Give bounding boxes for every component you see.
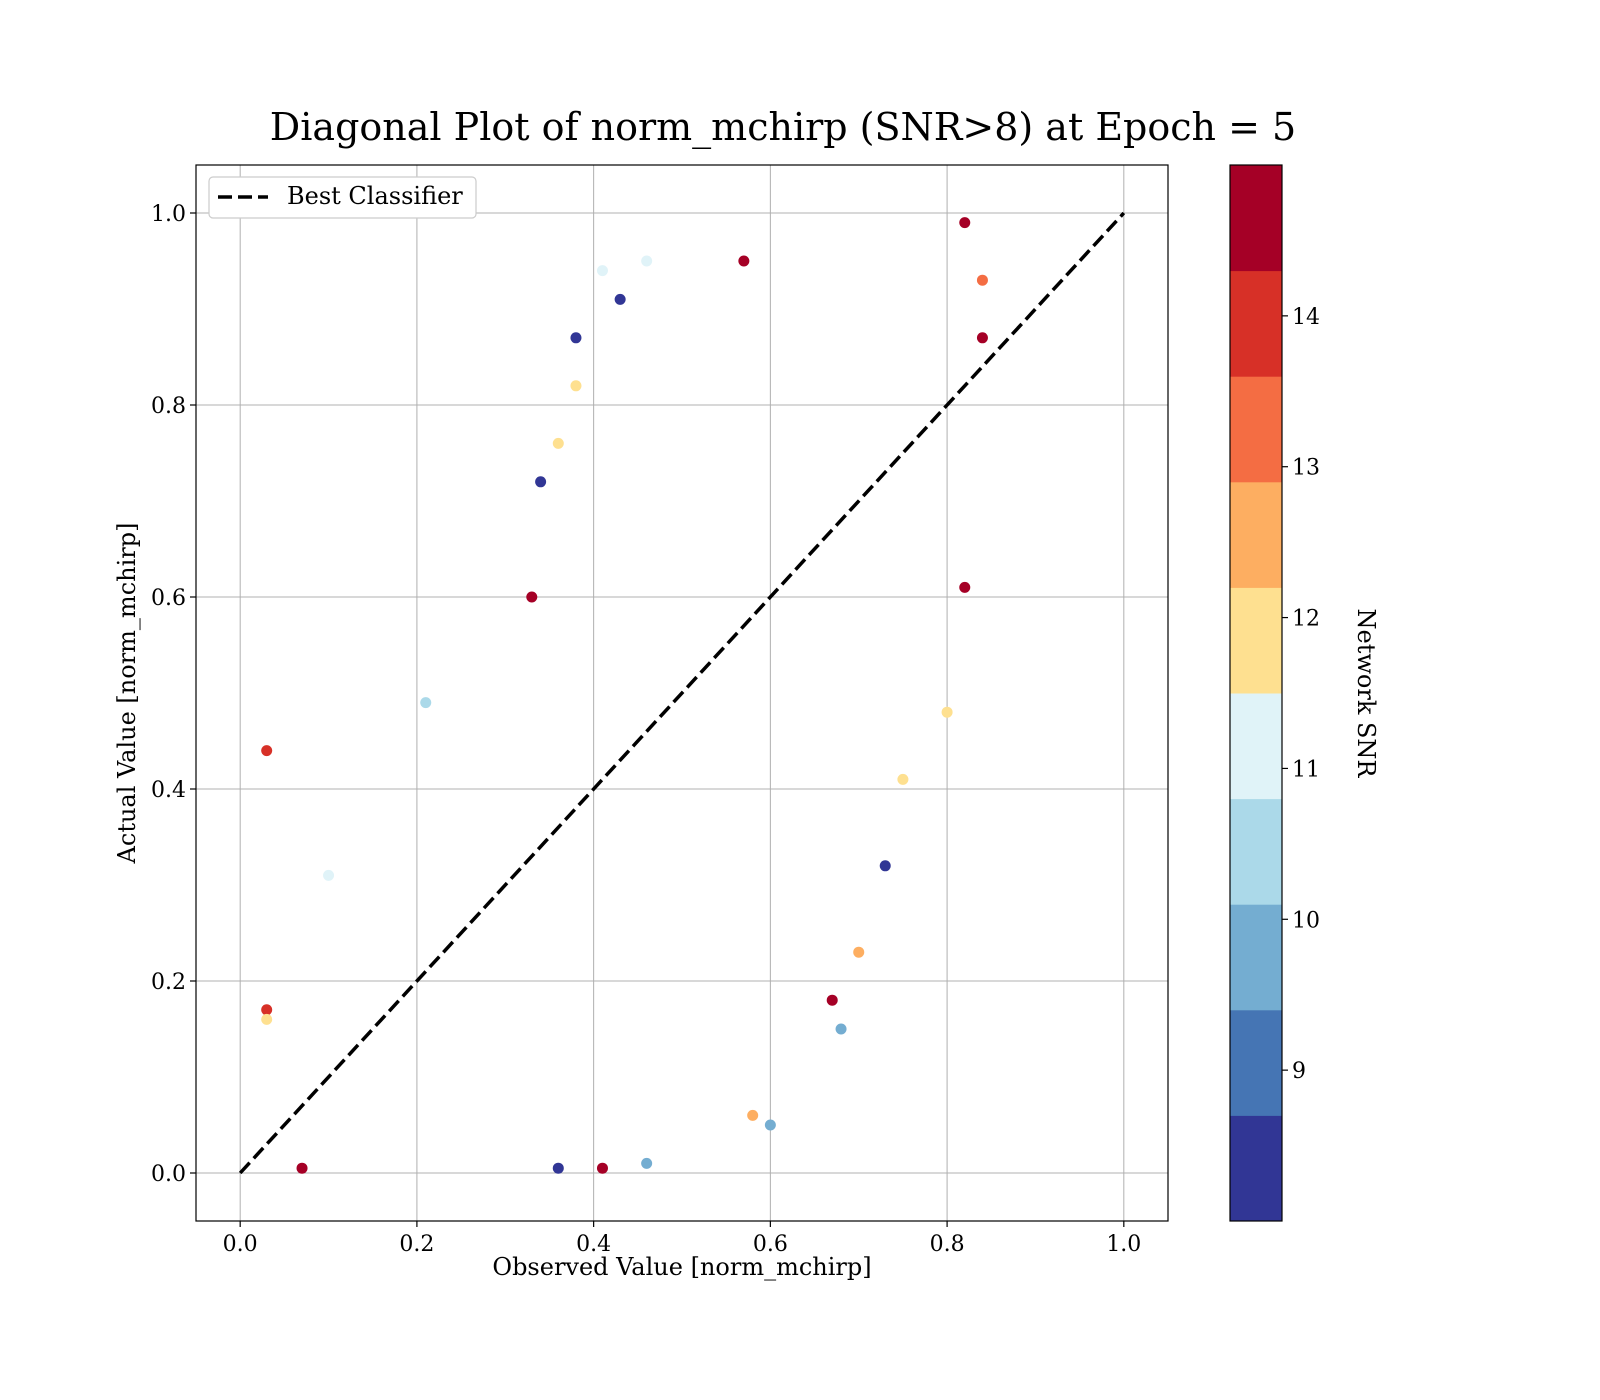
- colorbar-bin: [1230, 587, 1282, 694]
- legend-label: Best Classifier: [287, 182, 463, 210]
- scatter-point: [526, 591, 538, 603]
- scatter-point: [570, 332, 582, 344]
- colorbar-label: Network SNR: [1352, 609, 1380, 779]
- colorbar-tick-label: 13: [1292, 456, 1320, 481]
- colorbar-frame: [1229, 164, 1283, 1222]
- scatter-point: [976, 332, 988, 344]
- y-axis-label: Actual Value [norm_mchirp]: [113, 523, 141, 865]
- y-tick-label: 0.0: [151, 1162, 186, 1187]
- x-axis-label: Observed Value [norm_mchirp]: [492, 1253, 871, 1281]
- scatter-point: [941, 706, 953, 718]
- colorbar-bin: [1230, 1115, 1282, 1222]
- scatter-point: [261, 745, 273, 757]
- scatter-point: [976, 274, 988, 286]
- scatter-point: [747, 1109, 759, 1121]
- colorbar: 9 10 11 12 13 14 Network SNR: [1229, 164, 1380, 1222]
- y-tick-label: 0.2: [151, 970, 186, 995]
- x-tick-label: 0.2: [399, 1232, 434, 1257]
- colorbar-bin: [1230, 904, 1282, 1011]
- y-tick-label: 0.4: [151, 778, 186, 803]
- scatter-point: [261, 1004, 273, 1016]
- y-tick-label: 0.8: [151, 394, 186, 419]
- scatter-point: [596, 1162, 608, 1174]
- scatter-point: [641, 255, 653, 267]
- scatter-point: [764, 1119, 776, 1131]
- x-tick-label: 0.4: [576, 1232, 611, 1257]
- colorbar-bin: [1230, 693, 1282, 800]
- chart-title: Diagonal Plot of norm_mchirp (SNR>8) at …: [270, 105, 1296, 150]
- scatter-point: [420, 697, 432, 709]
- scatter-point: [323, 869, 335, 881]
- x-tick-label: 0.0: [223, 1232, 258, 1257]
- plot-area: 0.0 0.2 0.4 0.6 0.8 1.0 0.0 0.2 0.4 0.6 0.8 1.0: [151, 164, 1169, 1257]
- colorbar-tick-label: 10: [1292, 908, 1320, 933]
- x-axis-ticks: 0.0 0.2 0.4 0.6 0.8 1.0: [223, 1221, 1141, 1257]
- colorbar-tick-label: 14: [1292, 305, 1320, 330]
- scatter-point: [535, 476, 547, 488]
- scatter-point: [552, 1162, 564, 1174]
- colorbar-bin: [1230, 798, 1282, 905]
- scatter-point: [261, 1013, 273, 1025]
- scatter-point: [596, 265, 608, 277]
- scatter-point: [959, 581, 971, 593]
- grid: [196, 165, 1168, 1221]
- colorbar-bin: [1230, 165, 1282, 272]
- legend: Best Classifier: [208, 176, 477, 219]
- colorbar-tick-label: 12: [1292, 607, 1320, 632]
- plot-frame: [195, 164, 1169, 1222]
- colorbar-tick-label: 11: [1292, 757, 1320, 782]
- x-tick-label: 1.0: [1106, 1232, 1141, 1257]
- colorbar-ticks: 9 10 11 12 13 14: [1282, 305, 1320, 1084]
- scatter-point: [296, 1162, 308, 1174]
- colorbar-bin: [1230, 376, 1282, 483]
- scatter-point: [826, 994, 838, 1006]
- legend-box: [208, 176, 477, 219]
- scatter-point: [835, 1023, 847, 1035]
- best-classifier-line: [238, 211, 1126, 1175]
- colorbar-bin: [1230, 1009, 1282, 1116]
- scatter-point: [853, 946, 865, 958]
- y-axis-ticks: 0.0 0.2 0.4 0.6 0.8 1.0: [151, 202, 196, 1187]
- colorbar-bin: [1230, 270, 1282, 377]
- scatter-point: [552, 437, 564, 449]
- scatter-point: [614, 293, 626, 305]
- y-tick-label: 0.6: [151, 586, 186, 611]
- colorbar-tick-label: 9: [1292, 1059, 1306, 1084]
- scatter-points: [261, 217, 988, 1174]
- colorbar-bin: [1230, 481, 1282, 588]
- y-tick-label: 1.0: [151, 202, 186, 227]
- scatter-point: [897, 773, 909, 785]
- scatter-point: [959, 217, 971, 229]
- scatter-point: [879, 860, 891, 872]
- colorbar-bins: [1230, 165, 1282, 1222]
- x-tick-label: 0.8: [930, 1232, 965, 1257]
- scatter-point: [738, 255, 750, 267]
- x-tick-label: 0.6: [753, 1232, 788, 1257]
- scatter-point: [570, 380, 582, 392]
- scatter-point: [641, 1157, 653, 1169]
